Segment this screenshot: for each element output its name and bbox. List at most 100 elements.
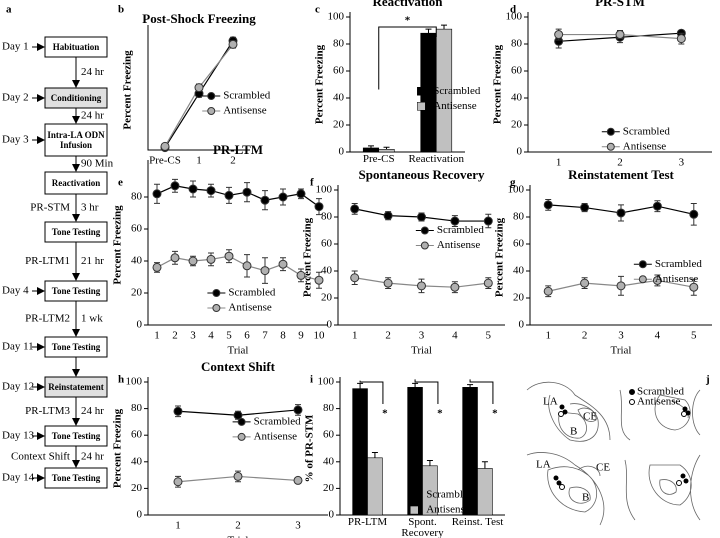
test-label: PR-LTM2 (25, 313, 70, 325)
annotation: * (492, 408, 498, 420)
x-tick-label: Reinst. Test (451, 517, 504, 528)
y-tick-label: 40 (511, 92, 523, 104)
x-tick-label: 4 (208, 330, 214, 342)
data-point (224, 190, 234, 200)
y-tick-label: 40 (513, 265, 525, 277)
data-point (260, 266, 270, 276)
data-point (483, 278, 493, 288)
x-tick-label: Reactivation (408, 154, 465, 165)
data-point (296, 189, 306, 199)
legend-label: Antisense (228, 302, 272, 314)
x-tick-label: 2 (582, 330, 588, 342)
interval-label: 21 hr (81, 255, 104, 267)
day-label: Day 14 (2, 472, 35, 484)
legend-marker (207, 92, 216, 100)
annotation: * (437, 408, 443, 420)
panel-letter: j (705, 374, 710, 386)
protocol-box-label-box: Reactivation (52, 178, 101, 188)
y-tick-label: 100 (506, 11, 523, 23)
x-tick-label-box: Reactivation (408, 154, 465, 165)
bar (477, 468, 493, 516)
protocol-box-label: Intra-LA ODN Infusion (47, 130, 105, 150)
chart-title: Context Shift (200, 358, 276, 374)
y-tick-label: 80 (511, 38, 523, 50)
placement-drawings (526, 381, 701, 526)
error-bar (426, 459, 433, 466)
protocol-box-label-box: Reinstatement (48, 382, 104, 392)
data-point (652, 275, 662, 285)
data-point (296, 270, 306, 280)
axis-line (147, 377, 328, 516)
legend-label: Scrambled (254, 415, 302, 427)
legend-label: Antisense (433, 100, 477, 112)
x-tick-label: 5 (486, 330, 492, 342)
protocol-box-label: Conditioning (50, 93, 102, 103)
y-tick-label: 80 (131, 402, 143, 414)
day-label: Day 1 (2, 41, 29, 53)
protocol-box (44, 123, 108, 157)
y-axis-label: Percent Freezing (112, 408, 124, 488)
axis-line (337, 185, 505, 326)
data-point (580, 278, 590, 288)
error-bar (383, 146, 390, 150)
x-tick-label: 1 (545, 330, 551, 342)
day-label: Day 13 (2, 430, 35, 442)
chart-title-box: Spontaneous Recovery (358, 166, 485, 182)
data-point (293, 475, 303, 485)
legend-swatch (417, 87, 426, 96)
significance-bracket (469, 379, 494, 404)
legend-marker (638, 275, 647, 284)
data-point (188, 184, 198, 194)
series-line (156, 255, 320, 281)
panel-letter: a (6, 4, 12, 16)
data-point (173, 406, 183, 416)
chart-title-box: Reinstatement Test (568, 167, 674, 182)
y-tick-label: 40 (323, 455, 335, 467)
x-tick-label: 4 (452, 330, 458, 342)
y-tick-label: 100 (316, 184, 333, 196)
data-point (483, 216, 493, 226)
y-tick-label: 0 (339, 146, 345, 158)
x-tick-label: PR-LTM (347, 517, 388, 528)
region-label: CE (583, 411, 597, 423)
protocol-box-label-box: Tone Testing (52, 473, 100, 483)
y-tick-label: 20 (323, 482, 335, 494)
panel-letter: e (118, 177, 123, 189)
chart-title: Spontaneous Recovery (358, 166, 485, 182)
legend-label: Antisense (254, 430, 298, 442)
protocol-box-label-box: Habituation (53, 42, 100, 52)
x-tick-label: 1 (556, 157, 562, 169)
legend-swatch (417, 102, 426, 111)
protocol-box (44, 467, 108, 489)
y-tick-label: 20 (131, 287, 143, 299)
x-tick-label: 2 (235, 520, 241, 532)
data-point (616, 281, 626, 291)
data-point (554, 30, 564, 40)
annotation: * (405, 15, 411, 27)
x-tick-label: 2 (617, 157, 623, 169)
y-tick-label: 60 (323, 429, 335, 441)
bar (367, 457, 383, 516)
region-label: LA (536, 459, 551, 471)
legend-marker (207, 107, 216, 115)
x-tick-label: 1 (196, 155, 202, 167)
legend-swatch (410, 490, 419, 500)
y-axis-label: Percent Freezing (122, 50, 134, 130)
x-tick-label: 3 (618, 330, 624, 342)
y-tick-label: 100 (328, 11, 345, 23)
legend-marker (212, 289, 221, 297)
y-tick-label: 40 (131, 455, 143, 467)
chart-title: Post-Shock Freezing (142, 10, 256, 26)
legend-label: Scrambled (433, 85, 481, 97)
annotation: * (382, 408, 388, 420)
x-tick-label: 1 (352, 330, 358, 342)
data-point (188, 256, 198, 266)
y-tick-label: 60 (321, 238, 333, 250)
interval-label: 3 hr (81, 202, 99, 214)
legend-label: Antisense (623, 140, 667, 152)
y-tick-label: 80 (333, 38, 345, 50)
chart-title-box: PR-LTM (213, 142, 263, 157)
x-tick-label: 2 (230, 155, 236, 167)
axis-line (147, 25, 250, 151)
data-point (350, 204, 360, 214)
